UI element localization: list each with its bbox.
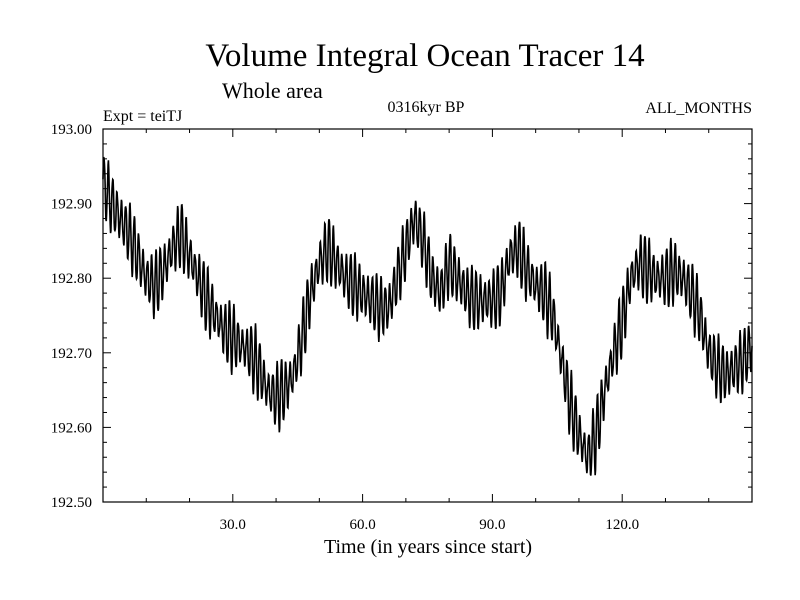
x-axis: 30.0 60.0 90.0 120.0: [145, 129, 710, 533]
chart-subtitle: Whole area: [222, 78, 323, 103]
y-tick-label: 192.80: [51, 271, 92, 287]
y-axis: 192.50 192.60 192.70 192.80 192.90 193.00: [51, 122, 752, 511]
y-tick-label: 192.50: [51, 495, 92, 511]
period-label: 0316kyr BP: [388, 99, 465, 116]
y-tick-label: 193.00: [51, 122, 92, 138]
y-tick-label: 192.90: [51, 197, 92, 213]
plot-frame: [102, 128, 753, 503]
x-axis-label: Time (in years since start): [324, 536, 532, 558]
series-line: [102, 156, 753, 476]
x-tick-label: 90.0: [479, 517, 505, 533]
expt-label: Expt = teiTJ: [103, 108, 182, 125]
months-label: ALL_MONTHS: [645, 100, 752, 117]
x-tick-label: 120.0: [605, 517, 639, 533]
chart-title: Volume Integral Ocean Tracer 14: [205, 38, 644, 74]
x-tick-label: 60.0: [349, 517, 375, 533]
y-tick-label: 192.70: [51, 346, 92, 362]
y-tick-label: 192.60: [51, 420, 92, 436]
x-tick-label: 30.0: [220, 517, 246, 533]
